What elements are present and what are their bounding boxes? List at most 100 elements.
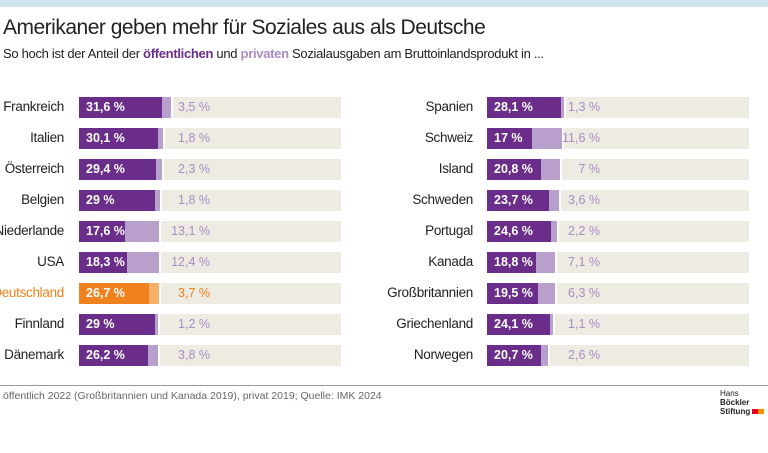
public-value-label: 29 % [86,317,115,331]
category-label: Spanien [425,99,474,114]
bar-public [487,345,542,366]
bar-public [79,221,126,242]
bar-track [550,345,749,366]
bar-public [487,283,539,304]
category-label: Norwegen [413,347,473,362]
private-value-label: 1,8 % [178,131,210,145]
public-value-label: 18,8 % [494,255,533,269]
bar-track [161,252,341,273]
bar-public [487,97,561,118]
category-label: Kanada [428,254,473,269]
category-label: Frankreich [3,99,64,114]
bar-track [561,159,749,180]
bar-private [154,314,159,335]
bar-public [487,159,542,180]
bar-public [487,128,532,149]
chart-title: Amerikaner geben mehr für Soziales aus a… [3,16,486,39]
source-note: öffentlich 2022 (Großbritannien und Kana… [3,390,382,402]
subtitle-text: und [213,46,241,61]
hans-boeckler-stiftung-logo: Hans Böckler Stiftung [720,389,768,416]
category-label: Griechenland [396,316,473,331]
private-value-label: 1,2 % [178,317,210,331]
public-value-label: 26,7 % [86,286,125,300]
private-value-label: 11,6 % [562,131,600,145]
private-value-label: 3,5 % [178,100,210,114]
category-label: Großbritannien [387,285,473,300]
category-label: Schweiz [424,130,473,145]
subtitle-text: So hoch ist der Anteil der [3,46,144,61]
private-value-label: 2,6 % [568,348,600,362]
legend-private: privaten [240,46,289,61]
chart-subtitle: So hoch ist der Anteil der öffentlichen … [3,46,544,61]
public-value-label: 28,1 % [494,100,533,114]
bar-track [164,128,341,149]
public-value-label: 26,2 % [86,348,125,362]
private-value-label: 3,6 % [568,193,600,207]
bar-track [556,252,749,273]
bar-track [172,97,341,118]
bar-track [159,345,341,366]
bar-track [556,283,749,304]
bar-public [79,283,149,304]
bar-track [164,159,341,180]
bar-public [79,190,155,211]
bar-public [79,128,158,149]
bar-private [531,128,562,149]
private-value-label: 1,1 % [568,317,600,331]
bar-private [538,283,555,304]
private-value-label: 3,7 % [178,286,210,300]
public-value-label: 24,1 % [494,317,533,331]
category-label: Schweden [412,192,473,207]
bar-private [541,159,560,180]
bar-private [154,190,160,211]
bar-public [79,314,155,335]
category-label: Island [438,161,474,176]
bar-private [536,252,555,273]
bar-public [487,252,537,273]
bar-private [125,221,160,242]
bar-private [560,97,564,118]
subtitle-text: Sozialausgaben am Bruttoinlandsprodukt i… [288,46,544,61]
bar-private [126,252,160,273]
bar-track [160,283,341,304]
public-value-label: 20,7 % [494,348,533,362]
bar-public [79,97,162,118]
bar-track [160,314,341,335]
bar-track [559,221,749,242]
category-label: Belgien [21,192,64,207]
bar-private [541,345,549,366]
public-value-label: 17 % [494,131,523,145]
bar-private [551,221,558,242]
bar-private [157,128,163,149]
bar-track [560,190,749,211]
public-value-label: 24,6 % [494,224,533,238]
bar-public [487,314,551,335]
public-value-label: 31,6 % [86,100,125,114]
private-value-label: 7 % [578,162,600,176]
private-value-label: 1,3 % [568,100,600,114]
public-value-label: 18,3 % [86,255,125,269]
bar-private [550,314,554,335]
bar-private [161,97,171,118]
category-label: Finnland [14,316,65,331]
category-label: Italien [30,130,64,145]
divider [0,385,768,386]
private-value-label: 6,3 % [568,286,600,300]
public-value-label: 23,7 % [494,193,533,207]
bar-private [147,345,158,366]
private-value-label: 7,1 % [568,255,600,269]
bar-track [161,190,341,211]
category-label: Portugal [425,223,473,238]
top-accent-bar [0,0,768,7]
category-label: Niederlande [0,223,64,238]
private-value-label: 12,4 % [171,255,210,269]
bar-public [79,159,157,180]
legend-public: öffentlichen [143,46,214,61]
bar-track [555,314,749,335]
bar-private [549,190,559,211]
bar-private [148,283,159,304]
bar-public [79,252,127,273]
category-label: Deutschland [0,285,64,300]
public-value-label: 29 % [86,193,115,207]
category-label: USA [37,254,64,269]
